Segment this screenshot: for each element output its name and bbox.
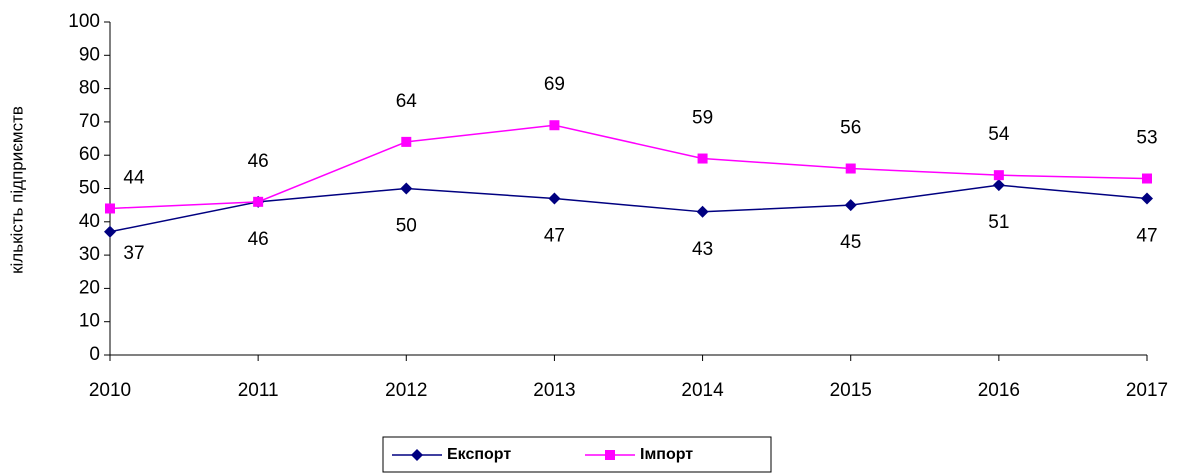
y-tick-label: 10 [79, 311, 100, 332]
legend-label: Імпорт [640, 446, 693, 463]
y-tick-label: 0 [89, 344, 100, 365]
series-line [109, 124, 1148, 210]
legend-marker [605, 450, 615, 460]
data-label: 46 [248, 229, 269, 250]
point [105, 203, 115, 214]
x-tick-label: 2010 [89, 380, 131, 401]
x-tick-label: 2016 [978, 380, 1020, 401]
point [104, 225, 116, 238]
data-label: 37 [123, 243, 144, 264]
data-label: 50 [396, 216, 417, 237]
y-tick-label: 30 [79, 244, 100, 265]
data-label: 64 [396, 91, 418, 112]
series-line [109, 184, 1148, 233]
point [400, 182, 413, 195]
data-label: 51 [988, 212, 1009, 233]
point [697, 153, 708, 164]
data-label: 69 [544, 74, 565, 95]
point [993, 170, 1004, 181]
point [696, 205, 709, 218]
x-tick-label: 2014 [681, 380, 724, 401]
legend [382, 436, 772, 473]
point [992, 179, 1005, 192]
x-tick-label: 2011 [238, 380, 279, 401]
data-label: 53 [1136, 128, 1157, 149]
point [1142, 173, 1152, 184]
y-tick-label: 50 [79, 178, 100, 199]
data-label: 44 [123, 167, 145, 188]
data-label: 47 [1136, 226, 1157, 247]
y-tick-label: 70 [79, 111, 100, 132]
y-tick-label: 40 [79, 211, 100, 232]
y-tick-label: 90 [79, 44, 100, 65]
point [549, 120, 560, 131]
x-tick-label: 2015 [830, 380, 872, 401]
data-label: 54 [988, 124, 1010, 145]
point [253, 196, 264, 207]
data-label: 59 [692, 108, 713, 129]
x-tick-label: 2012 [385, 380, 427, 401]
y-axis-label: кількість підприємств [7, 106, 26, 274]
legend-marker [411, 449, 423, 461]
legend-label: Експорт [447, 446, 511, 463]
x-tick-label: 2017 [1126, 380, 1168, 401]
data-label: 46 [248, 151, 269, 172]
point [845, 163, 856, 174]
point [548, 192, 561, 205]
x-tick-label: 2013 [533, 380, 575, 401]
y-tick-label: 20 [79, 277, 100, 298]
y-tick-label: 80 [79, 78, 100, 99]
point [1141, 192, 1153, 205]
point [844, 199, 857, 212]
y-tick-label: 60 [79, 144, 100, 165]
data-label: 45 [840, 232, 861, 253]
y-tick-label: 100 [68, 11, 100, 32]
data-label: 56 [840, 118, 861, 139]
data-label: 47 [544, 226, 565, 247]
data-label: 43 [692, 239, 713, 260]
point [401, 136, 412, 147]
